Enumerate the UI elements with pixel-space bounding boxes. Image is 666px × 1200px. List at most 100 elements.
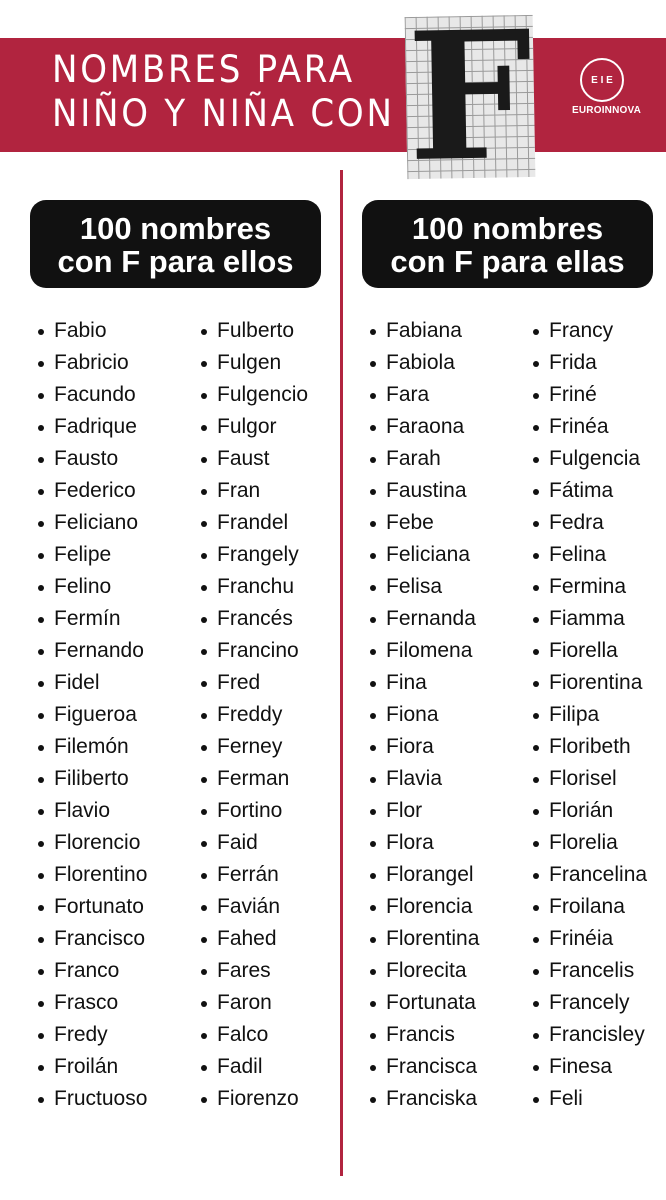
- name-list-item: Francelina: [531, 859, 647, 891]
- name-list-item: Fabio: [36, 315, 147, 347]
- name-list-item: Fermina: [531, 571, 647, 603]
- name-list-item: Falco: [199, 1019, 308, 1051]
- name-list-item: Francis: [368, 1019, 479, 1051]
- name-list-item: Flavia: [368, 763, 479, 795]
- name-list-item: Frandel: [199, 507, 308, 539]
- name-list-item: Frinéa: [531, 411, 647, 443]
- name-list-item: Fátima: [531, 475, 647, 507]
- name-list-item: Francino: [199, 635, 308, 667]
- name-list-item: Faust: [199, 443, 308, 475]
- name-list-item: Ferrán: [199, 859, 308, 891]
- name-list-item: Feliciana: [368, 539, 479, 571]
- name-list-item: Freddy: [199, 699, 308, 731]
- name-list-item: Fabricio: [36, 347, 147, 379]
- name-list-item: Francisco: [36, 923, 147, 955]
- name-list-item: Frasco: [36, 987, 147, 1019]
- name-list-item: Filipa: [531, 699, 647, 731]
- name-list-item: Fiorella: [531, 635, 647, 667]
- name-list-item: Figueroa: [36, 699, 147, 731]
- name-list-item: Faraona: [368, 411, 479, 443]
- girls-heading: 100 nombres con F para ellas: [362, 200, 653, 288]
- page-title: NOMBRES PARA NIÑO Y NIÑA CON: [52, 48, 395, 136]
- boys-list-1: Fabio Fabricio Facundo Fadrique Fausto Federi…: [36, 315, 147, 1115]
- name-list-item: Fara: [368, 379, 479, 411]
- name-list-item: Frida: [531, 347, 647, 379]
- name-list-item: Feli: [531, 1083, 647, 1115]
- name-list-item: Fulberto: [199, 315, 308, 347]
- big-letter: F: [405, 0, 535, 202]
- name-list-item: Fortunato: [36, 891, 147, 923]
- name-list-item: Franchu: [199, 571, 308, 603]
- name-list-item: Felina: [531, 539, 647, 571]
- girls-heading-line-1: 100 nombres: [411, 211, 604, 246]
- name-list-item: Friné: [531, 379, 647, 411]
- name-list-item: Froilana: [531, 891, 647, 923]
- name-list-item: Francés: [199, 603, 308, 635]
- name-list-item: Flavio: [36, 795, 147, 827]
- name-list-item: Fiorentina: [531, 667, 647, 699]
- name-list-item: Florecita: [368, 955, 479, 987]
- name-list-item: Francelis: [531, 955, 647, 987]
- boys-heading: 100 nombres con F para ellos: [30, 200, 321, 288]
- name-list-item: Francisca: [368, 1051, 479, 1083]
- name-list-item: Facundo: [36, 379, 147, 411]
- name-list-item: Franciska: [368, 1083, 479, 1115]
- name-list-item: Florisel: [531, 763, 647, 795]
- name-list-item: Fulgencia: [531, 443, 647, 475]
- name-list-item: Franco: [36, 955, 147, 987]
- name-list-item: Farah: [368, 443, 479, 475]
- name-list-item: Fadil: [199, 1051, 308, 1083]
- name-list-item: Favián: [199, 891, 308, 923]
- column-divider: [340, 170, 343, 1176]
- name-list-item: Faron: [199, 987, 308, 1019]
- name-list-item: Fortunata: [368, 987, 479, 1019]
- seal-icon: E I E: [580, 58, 624, 102]
- name-list-item: Faustina: [368, 475, 479, 507]
- name-list-item: Fiamma: [531, 603, 647, 635]
- header-banner: [0, 38, 666, 152]
- girls-list-2: Francy Frida Friné Frinéa Fulgencia Fátima Fed…: [531, 315, 647, 1115]
- girls-list-1: Fabiana Fabiola Fara Faraona Farah Faustina Fe…: [368, 315, 479, 1115]
- name-list-item: Florencio: [36, 827, 147, 859]
- brand-name: EUROINNOVA: [572, 105, 642, 116]
- name-list-item: Finesa: [531, 1051, 647, 1083]
- name-list-item: Fausto: [36, 443, 147, 475]
- name-list-item: Fiona: [368, 699, 479, 731]
- name-list-item: Frinéia: [531, 923, 647, 955]
- name-list-item: Federico: [36, 475, 147, 507]
- name-list-item: Floribeth: [531, 731, 647, 763]
- name-list-item: Fulgen: [199, 347, 308, 379]
- name-list-item: Fernando: [36, 635, 147, 667]
- title-line-2: NIÑO Y NIÑA CON: [52, 92, 395, 135]
- name-list-item: Fulgor: [199, 411, 308, 443]
- name-list-item: Fran: [199, 475, 308, 507]
- letter-f-graphic: F: [404, 0, 536, 201]
- name-list-item: Filemón: [36, 731, 147, 763]
- name-list-item: Florentino: [36, 859, 147, 891]
- name-list-item: Fulgencio: [199, 379, 308, 411]
- name-list-item: Frangely: [199, 539, 308, 571]
- title-line-1: NOMBRES PARA: [52, 48, 355, 91]
- name-list-item: Fadrique: [36, 411, 147, 443]
- name-list-item: Fermín: [36, 603, 147, 635]
- name-list-item: Fidel: [36, 667, 147, 699]
- name-list-item: Fahed: [199, 923, 308, 955]
- name-list-item: Florelia: [531, 827, 647, 859]
- name-list-item: Fructuoso: [36, 1083, 147, 1115]
- boys-heading-line-1: 100 nombres: [79, 211, 272, 246]
- name-list-item: Fedra: [531, 507, 647, 539]
- name-list-item: Felipe: [36, 539, 147, 571]
- name-list-item: Fredy: [36, 1019, 147, 1051]
- name-list-item: Fabiana: [368, 315, 479, 347]
- boys-list-2: Fulberto Fulgen Fulgencio Fulgor Faust Fran Fr…: [199, 315, 308, 1115]
- name-list-item: Froilán: [36, 1051, 147, 1083]
- name-list-item: Francisley: [531, 1019, 647, 1051]
- name-list-item: Faid: [199, 827, 308, 859]
- name-list-item: Feliciano: [36, 507, 147, 539]
- name-list-item: Filomena: [368, 635, 479, 667]
- name-list-item: Fred: [199, 667, 308, 699]
- name-list-item: Fabiola: [368, 347, 479, 379]
- name-list-item: Francely: [531, 987, 647, 1019]
- name-list-item: Florián: [531, 795, 647, 827]
- name-list-item: Fernanda: [368, 603, 479, 635]
